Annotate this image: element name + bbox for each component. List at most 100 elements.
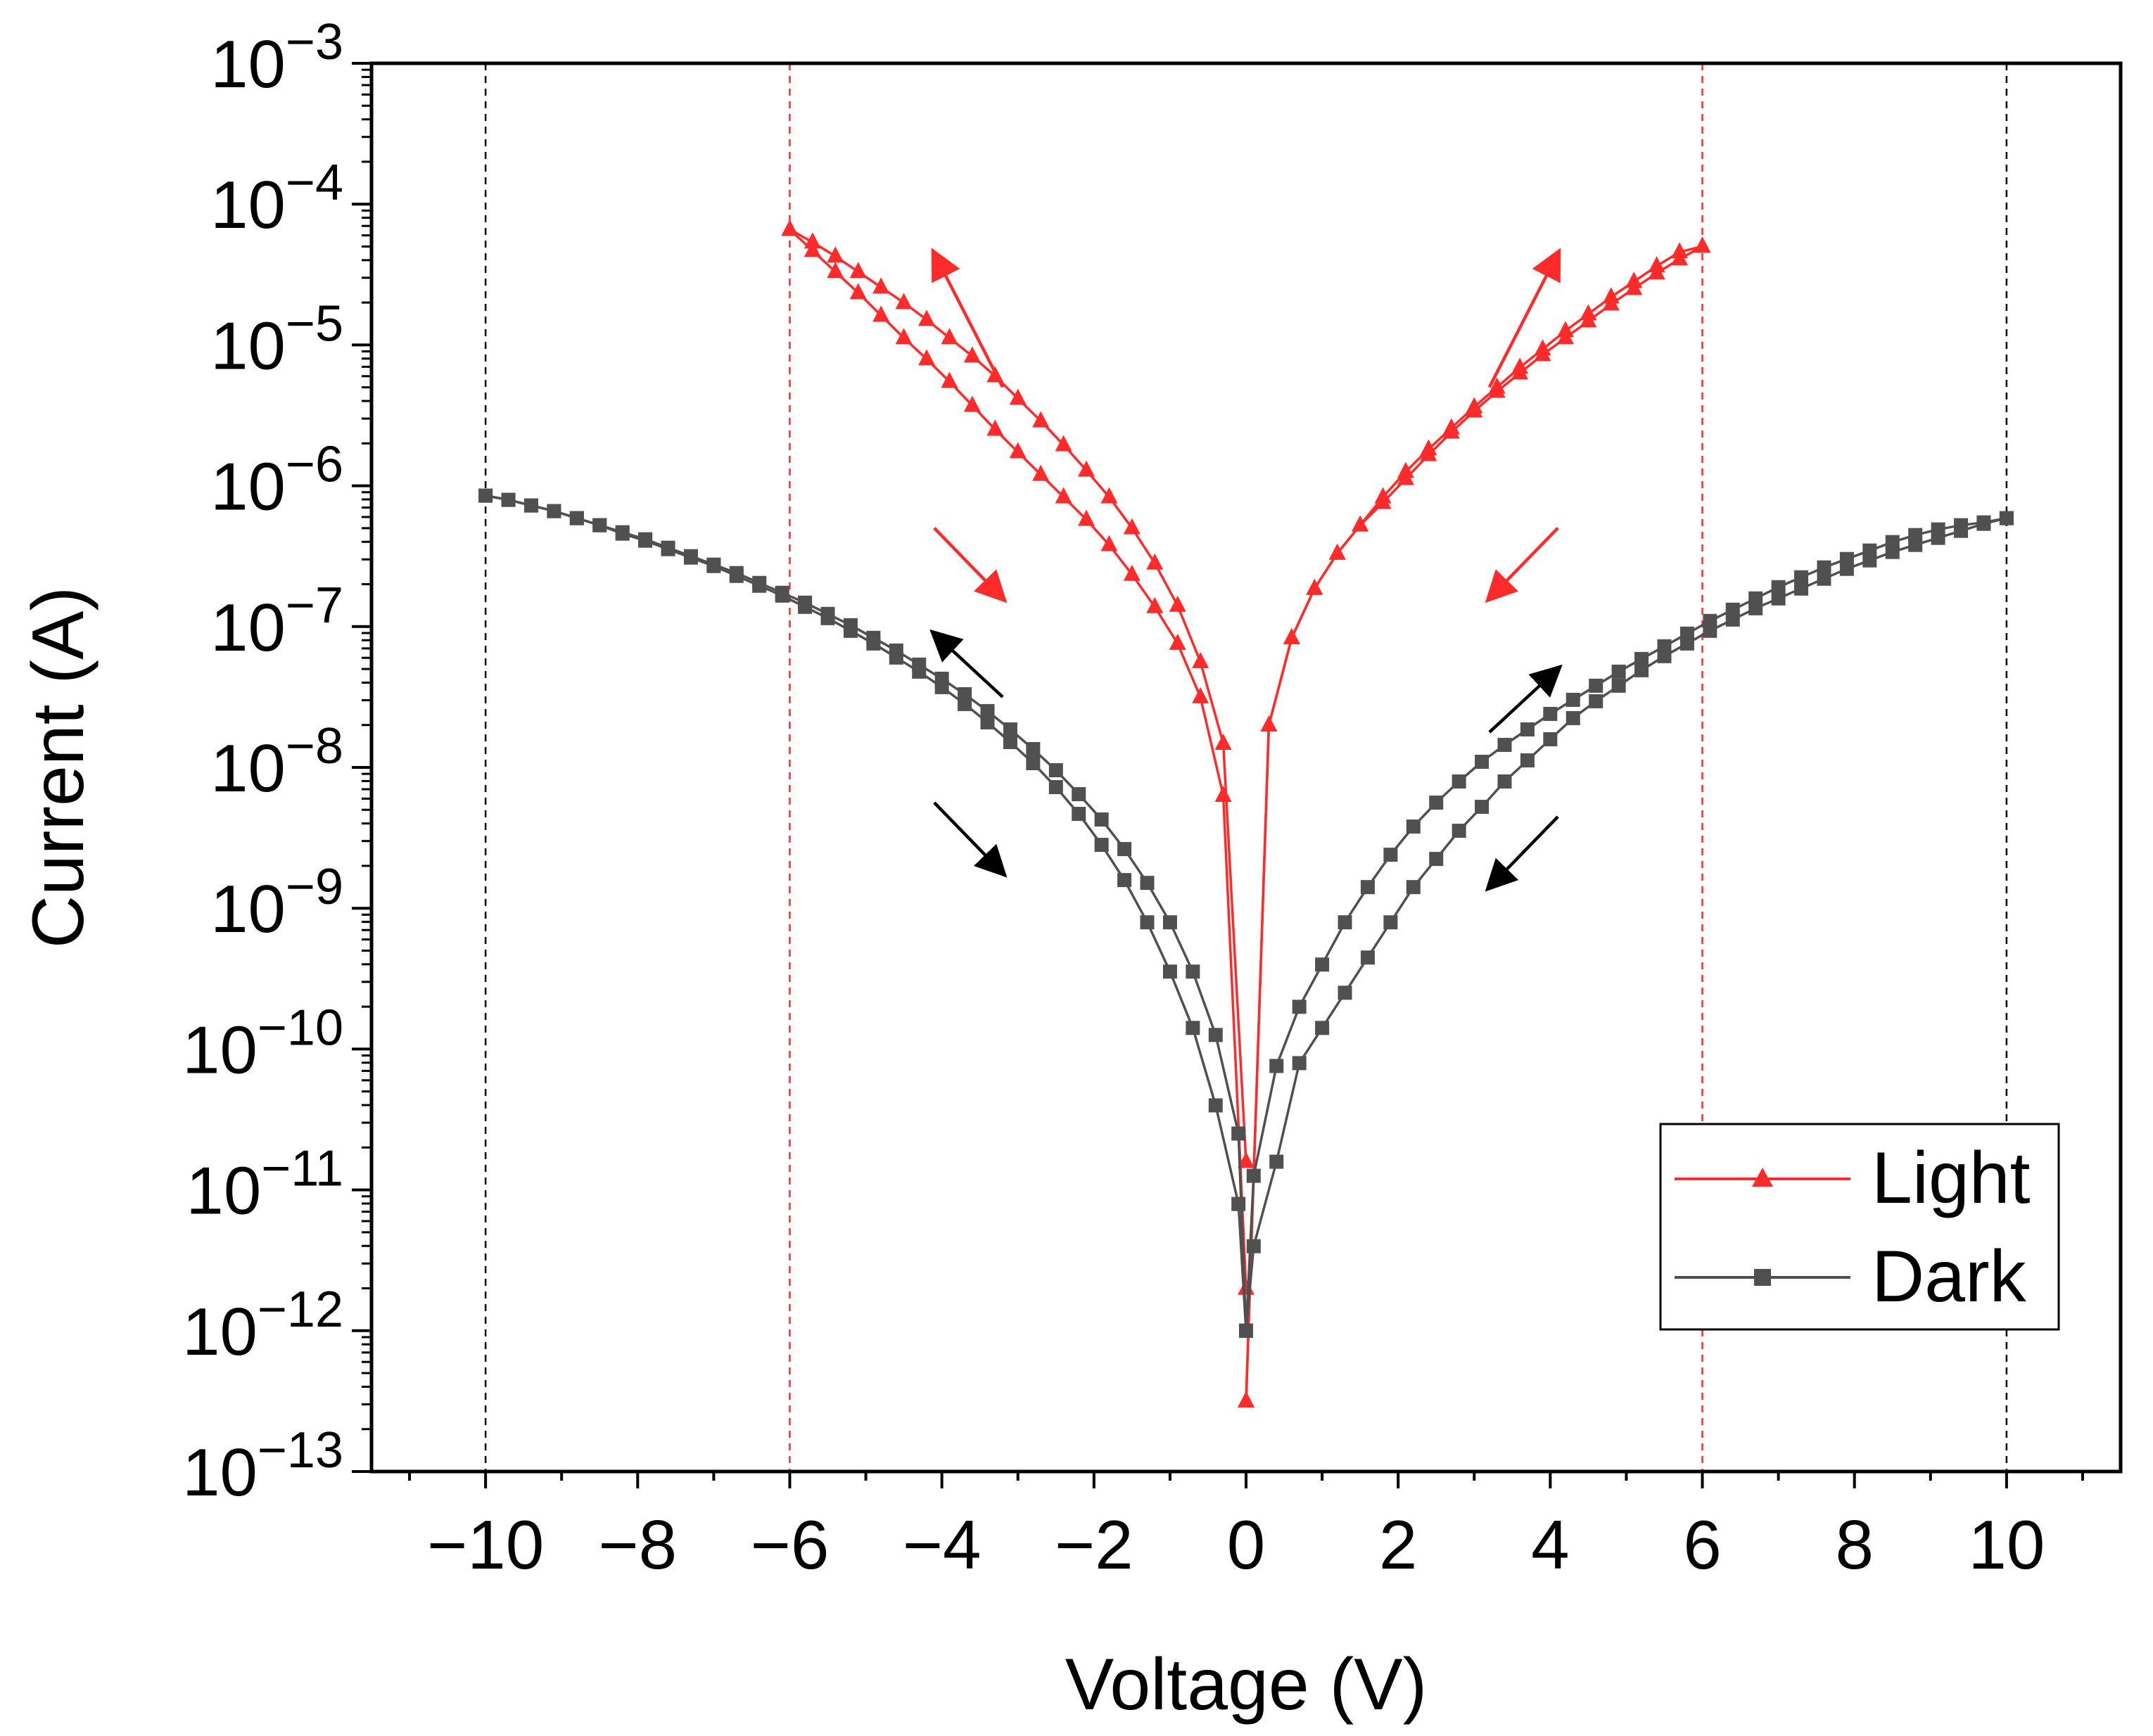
data-point-light (1580, 311, 1597, 328)
data-point-light (804, 241, 821, 257)
data-point-dark (820, 611, 835, 625)
data-point-dark (1679, 636, 1694, 651)
legend-dark-label: Dark (1872, 1236, 2027, 1317)
data-point-dark (1140, 915, 1155, 930)
data-point-dark (1543, 706, 1558, 721)
data-point-dark (1589, 694, 1603, 708)
data-point-light (1192, 687, 1209, 703)
data-point-dark (1520, 722, 1535, 736)
data-point-dark (1208, 1098, 1223, 1113)
data-point-dark (1094, 838, 1109, 853)
data-point-dark (1725, 612, 1740, 627)
data-point-light (986, 419, 1004, 436)
data-point-dark (1026, 741, 1041, 756)
x-tick-label: −10 (427, 1506, 544, 1583)
direction-arrow-2 (1487, 248, 1561, 388)
data-point-light (1442, 422, 1460, 439)
data-point-dark (1520, 753, 1535, 767)
data-point-light (1055, 435, 1072, 452)
data-point-dark (1162, 964, 1177, 979)
data-point-dark (1360, 880, 1375, 895)
data-point-light (1260, 715, 1278, 732)
data-point-light (1466, 401, 1483, 418)
data-point-light (963, 395, 981, 412)
data-point-light (1192, 651, 1209, 668)
data-point-dark (958, 696, 972, 711)
data-point-dark (866, 636, 881, 651)
data-point-light (1238, 1278, 1255, 1295)
direction-arrow-6 (1488, 664, 1563, 734)
legend-dark-marker (1754, 1269, 1771, 1286)
data-point-light (1214, 733, 1232, 750)
data-point-dark (798, 599, 813, 614)
data-point-light (1648, 263, 1665, 280)
data-point-dark (1429, 796, 1444, 810)
data-point-light (918, 349, 936, 366)
data-point-light (1352, 515, 1369, 532)
data-point-dark (843, 623, 858, 638)
data-point-dark (1589, 678, 1603, 693)
direction-arrow-0 (931, 248, 1005, 388)
y-tick-label: 10−8 (210, 718, 343, 806)
data-point-light (1032, 464, 1050, 481)
data-point-light (895, 293, 913, 309)
data-point-light (1100, 487, 1118, 504)
data-point-light (941, 328, 958, 345)
data-point-light (1055, 487, 1072, 504)
data-point-dark (592, 518, 607, 532)
legend-box (1659, 1123, 2060, 1331)
data-point-dark (912, 664, 927, 679)
x-tick-label: 4 (1531, 1506, 1570, 1583)
data-point-dark (1497, 737, 1512, 752)
data-point-light (1100, 535, 1118, 551)
data-point-light (1694, 236, 1711, 253)
data-point-dark (1072, 787, 1086, 802)
x-tick-label: 10 (1968, 1506, 2045, 1583)
data-point-dark (1026, 755, 1041, 770)
data-point-dark (1634, 663, 1649, 677)
data-point-light (872, 305, 890, 322)
data-point-dark (1186, 1021, 1200, 1035)
data-point-dark (1862, 553, 1877, 568)
data-point-dark (1003, 734, 1017, 749)
data-point-dark (1885, 544, 1900, 559)
data-point-dark (980, 715, 995, 729)
y-tick-label: 10−7 (210, 577, 343, 665)
data-point-dark (1771, 591, 1786, 606)
data-point-dark (1360, 950, 1375, 965)
series-group (478, 219, 2014, 1408)
data-point-dark (1140, 876, 1155, 891)
x-tick-label: −6 (751, 1506, 830, 1583)
data-point-light (1374, 492, 1392, 509)
data-point-dark (1048, 780, 1063, 795)
data-point-dark (1908, 537, 1923, 552)
data-point-dark (1839, 561, 1854, 576)
data-point-dark (1703, 623, 1717, 638)
x-tick-label: −8 (598, 1506, 677, 1583)
data-point-dark (752, 578, 767, 593)
data-point-light (1397, 468, 1414, 485)
x-tick-label: −4 (903, 1506, 982, 1583)
data-point-dark (547, 504, 561, 518)
data-point-light (849, 262, 867, 279)
data-point-light (1214, 786, 1232, 803)
y-tick-label: 10−10 (182, 1000, 343, 1087)
y-tick-label: 10−3 (210, 14, 343, 102)
data-point-dark (1315, 957, 1330, 972)
series-light (781, 219, 1711, 1408)
data-point-dark (1999, 511, 2014, 525)
data-point-dark (1231, 1196, 1246, 1211)
legend-light-marker (1752, 1168, 1773, 1187)
data-point-dark (1794, 570, 1809, 585)
data-point-light (1328, 543, 1346, 560)
data-point-dark (1817, 571, 1831, 586)
data-point-light (918, 309, 936, 326)
data-point-dark (478, 488, 493, 503)
data-point-dark (1543, 732, 1558, 746)
light-branch-3 (1245, 245, 1703, 1401)
data-point-dark (1292, 1056, 1307, 1071)
data-point-dark (1338, 915, 1352, 930)
data-point-light (1238, 1391, 1255, 1408)
